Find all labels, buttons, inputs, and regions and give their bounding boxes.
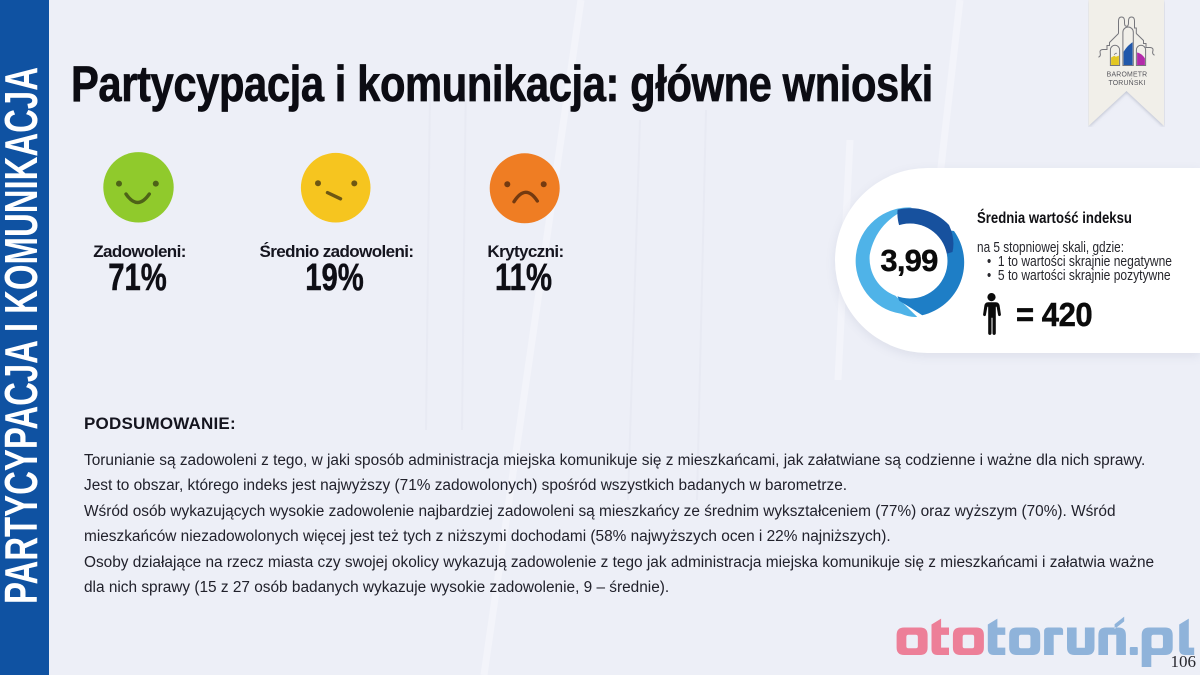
svg-text:TORUŃSKI: TORUŃSKI — [1108, 78, 1145, 87]
svg-text:BAROMETR: BAROMETR — [1107, 71, 1148, 78]
